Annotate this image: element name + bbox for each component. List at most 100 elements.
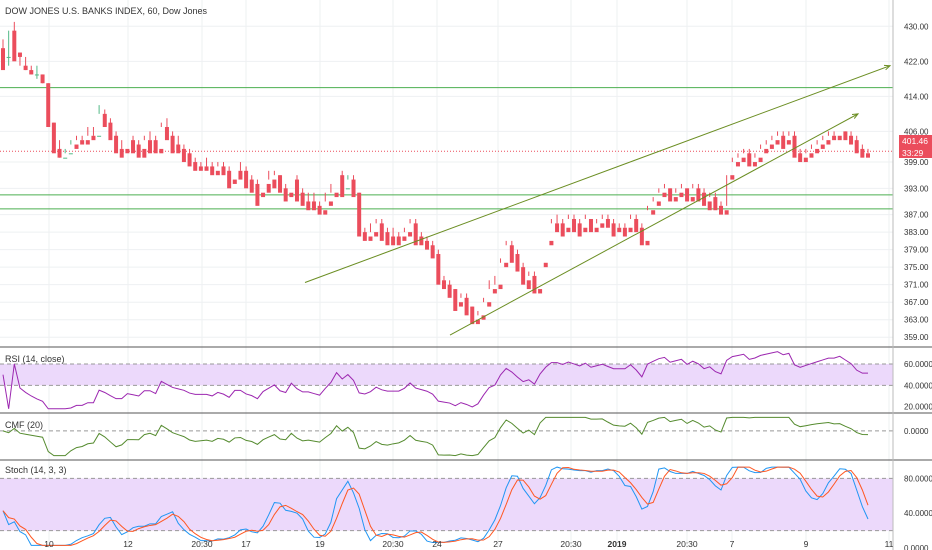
- candle-body: [724, 210, 729, 215]
- countdown-badge: [899, 147, 932, 158]
- candle-body: [153, 140, 158, 154]
- candle-body: [328, 201, 333, 206]
- candle-body: [572, 218, 577, 233]
- candle-body: [294, 179, 299, 202]
- stoch-d-line: [2, 466, 869, 546]
- candle-body: [538, 289, 543, 294]
- candle-body: [645, 240, 650, 246]
- candle-body: [40, 74, 45, 84]
- candle-body: [837, 135, 842, 141]
- rsi-tick-label: 40.0000: [904, 381, 932, 390]
- candle-body: [860, 148, 865, 158]
- indicator-lines: [2, 351, 869, 546]
- stoch-tick-label: 0.0000: [904, 544, 929, 550]
- stoch-band: [0, 478, 893, 531]
- price-tick-label: 359.00: [904, 333, 929, 342]
- candle-body: [261, 192, 266, 198]
- price-tick-label: 379.00: [904, 246, 929, 255]
- candle-body: [617, 227, 622, 233]
- candle-body: [583, 227, 588, 233]
- candle-body: [374, 232, 379, 237]
- candle-body: [396, 236, 401, 246]
- candle-body: [481, 315, 486, 320]
- candle-body: [97, 135, 102, 137]
- candle-body: [622, 227, 627, 237]
- price-tick-label: 363.00: [904, 316, 929, 325]
- time-tick-label: 20:30: [676, 539, 698, 549]
- cmf-tick-label: 0.0000: [904, 427, 929, 436]
- candle-body: [221, 166, 226, 176]
- candle-body: [685, 188, 690, 202]
- price-tick-label: 422.00: [904, 57, 929, 66]
- candle-body: [747, 153, 752, 167]
- stoch-tick-label: 40.0000: [904, 509, 932, 518]
- candle-body: [385, 232, 390, 246]
- candle-body: [29, 70, 34, 75]
- candle-body: [147, 140, 152, 154]
- candle-body: [345, 188, 350, 190]
- rsi-band: [0, 364, 893, 386]
- candle-body: [266, 183, 271, 193]
- candle-body: [193, 162, 198, 171]
- candle-body: [752, 162, 757, 167]
- candle-body: [255, 183, 260, 206]
- candle-body: [23, 65, 28, 71]
- candle-body: [114, 135, 119, 154]
- candle-body: [498, 284, 503, 290]
- horizontal-levels[interactable]: [0, 87, 893, 210]
- price-tick-label: 383.00: [904, 228, 929, 237]
- candle-body: [300, 192, 305, 206]
- candle-body: [1, 48, 5, 71]
- candle-body: [487, 302, 492, 307]
- candle-body: [170, 135, 175, 154]
- chart-title: DOW JONES U.S. BANKS INDEX, 60, Dow Jone…: [5, 6, 208, 16]
- trendline-arrowhead: [851, 113, 860, 119]
- candle-body: [425, 240, 430, 250]
- candle-body: [504, 262, 509, 268]
- candle-body: [702, 192, 707, 206]
- candle-body: [17, 52, 22, 57]
- candle-body: [820, 144, 825, 149]
- candle-body: [843, 131, 848, 141]
- time-tick-label: 9: [804, 539, 809, 549]
- candle-body: [244, 170, 249, 189]
- price-tick-label: 387.00: [904, 211, 929, 220]
- time-tick-label: 20:30: [382, 539, 404, 549]
- candle-body: [526, 280, 531, 290]
- candle-body: [85, 140, 90, 145]
- candle-body: [63, 157, 68, 159]
- candle-body: [600, 223, 605, 228]
- candle-body: [119, 148, 124, 158]
- candle-body: [656, 201, 661, 206]
- candle-body: [51, 122, 56, 154]
- candle-body: [34, 74, 39, 76]
- candle-body: [176, 144, 181, 154]
- candle-body: [74, 144, 79, 149]
- candle-body: [826, 140, 831, 145]
- candle-body: [577, 223, 582, 237]
- candle-body: [408, 232, 413, 237]
- indicator-bands: [0, 363, 893, 532]
- candle-body: [447, 284, 452, 298]
- candle-body: [283, 188, 288, 202]
- candle-body: [668, 188, 673, 202]
- candle-body: [91, 135, 96, 141]
- candle-body: [560, 223, 565, 237]
- candle-body: [470, 306, 475, 325]
- candle-body: [306, 201, 311, 211]
- time-tick-label: 10: [44, 539, 54, 549]
- candle-body: [351, 179, 356, 198]
- candle-body: [419, 236, 424, 246]
- time-tick-label: 12: [123, 539, 133, 549]
- time-tick-label: 17: [241, 539, 251, 549]
- candle-body: [611, 223, 616, 237]
- trendline[interactable]: [304, 65, 891, 283]
- candle-body: [357, 192, 362, 237]
- trendline[interactable]: [449, 113, 859, 336]
- candle-body: [639, 227, 644, 246]
- time-tick-label: 7: [730, 539, 735, 549]
- candle-body: [210, 166, 215, 176]
- trendlines[interactable]: [304, 64, 892, 336]
